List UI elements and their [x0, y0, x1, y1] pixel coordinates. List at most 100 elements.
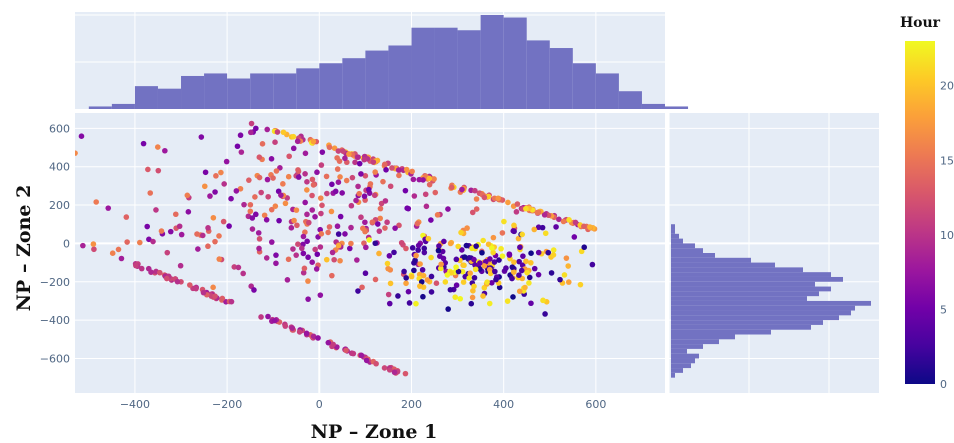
scatter-point — [477, 260, 483, 266]
scatter-point — [282, 200, 289, 207]
scatter-point — [428, 273, 435, 280]
y-axis-title: NP – Zone 2 — [13, 185, 35, 312]
scatter-point — [428, 254, 434, 261]
scatter-point — [372, 276, 379, 283]
scatter-point — [210, 214, 217, 221]
scatter-point — [380, 178, 386, 185]
right-histogram-bar — [671, 324, 811, 330]
scatter-point — [330, 341, 336, 348]
colorbar-tick-label: 20 — [940, 80, 954, 93]
right-histogram-bar — [671, 329, 771, 335]
scatter-point — [78, 133, 85, 140]
scatter-point — [358, 171, 364, 177]
scatter-point — [565, 263, 572, 269]
scatter-point — [481, 263, 488, 269]
y-tick-label: −600 — [40, 352, 70, 365]
scatter-point — [488, 279, 495, 286]
scatter-point — [387, 183, 394, 190]
scatter-point — [302, 150, 309, 157]
scatter-point — [140, 140, 147, 147]
scatter-point — [403, 280, 409, 287]
scatter-point — [136, 239, 143, 246]
colorbar-tick-label: 5 — [940, 303, 947, 316]
scatter-point — [305, 296, 311, 302]
scatter-point — [571, 234, 578, 240]
scatter-point — [253, 211, 259, 218]
scatter-point — [453, 264, 459, 270]
scatter-point — [373, 360, 379, 367]
scatter-point — [425, 235, 432, 242]
scatter-point — [302, 199, 308, 206]
scatter-point — [501, 218, 507, 225]
scatter-point — [372, 240, 379, 247]
scatter-point — [389, 165, 395, 171]
scatter-point — [91, 246, 97, 253]
scatter-point — [374, 221, 381, 227]
scatter-point — [319, 202, 325, 209]
scatter-point — [566, 217, 572, 223]
colorbar-tick-label: 0 — [940, 378, 947, 391]
scatter-point — [317, 244, 324, 250]
scatter-point — [472, 262, 478, 268]
right-histogram-bar — [671, 296, 807, 301]
scatter-point — [226, 223, 232, 229]
right-histogram-bar — [671, 300, 871, 306]
scatter-point — [218, 169, 224, 176]
scatter-point — [356, 190, 363, 197]
x-tick-label: 0 — [316, 398, 323, 411]
scatter-point — [309, 207, 316, 213]
scatter-point — [154, 144, 161, 150]
scatter-point — [437, 253, 443, 259]
scatter-point — [362, 173, 369, 179]
right-histogram-bar — [671, 339, 719, 345]
scatter-point — [528, 250, 534, 256]
right-histogram-bar — [671, 368, 683, 373]
scatter-point — [157, 269, 163, 276]
scatter-point — [459, 186, 465, 193]
y-tick-label: 200 — [49, 199, 70, 212]
scatter-point — [271, 317, 278, 324]
top-histogram-bar — [250, 73, 274, 109]
scatter-point — [535, 249, 542, 256]
right-histogram-bar — [671, 238, 683, 244]
scatter-point — [216, 256, 223, 262]
scatter-point — [256, 245, 262, 252]
scatter-point — [550, 247, 557, 253]
scatter-point — [335, 148, 342, 154]
right-histogram-bar — [671, 348, 687, 354]
scatter-point — [118, 255, 125, 262]
scatter-point — [263, 255, 270, 261]
right-histogram-bar — [671, 262, 775, 268]
top-histogram-bar — [595, 73, 619, 109]
scatter-point — [172, 211, 179, 218]
top-histogram-bar — [181, 75, 205, 109]
right-histogram-bar — [671, 243, 695, 249]
scatter-point — [385, 291, 392, 298]
scatter-point — [396, 172, 402, 179]
scatter-point — [415, 242, 422, 249]
scatter-point — [258, 189, 264, 196]
scatter-point — [359, 284, 365, 291]
scatter-point — [523, 258, 529, 265]
scatter-point — [504, 298, 511, 304]
scatter-point — [477, 266, 483, 272]
scatter-point — [223, 158, 230, 165]
scatter-point — [115, 246, 122, 253]
scatter-point — [561, 272, 568, 278]
top-histogram-bar — [134, 86, 158, 109]
scatter-point — [259, 141, 266, 147]
scatter-point — [355, 183, 361, 190]
scatter-point — [466, 254, 473, 261]
y-tick-label: −400 — [40, 314, 70, 327]
scatter-point — [366, 237, 372, 243]
x-tick-label: 200 — [401, 398, 422, 411]
scatter-point — [420, 293, 426, 300]
y-tick-label: −200 — [40, 276, 70, 289]
scatter-point — [423, 203, 430, 210]
scatter-point — [460, 279, 467, 285]
scatter-point — [447, 286, 454, 293]
scatter-point — [346, 151, 352, 157]
scatter-point — [249, 226, 256, 232]
scatter-point — [326, 144, 333, 151]
scatter-point — [356, 160, 363, 167]
